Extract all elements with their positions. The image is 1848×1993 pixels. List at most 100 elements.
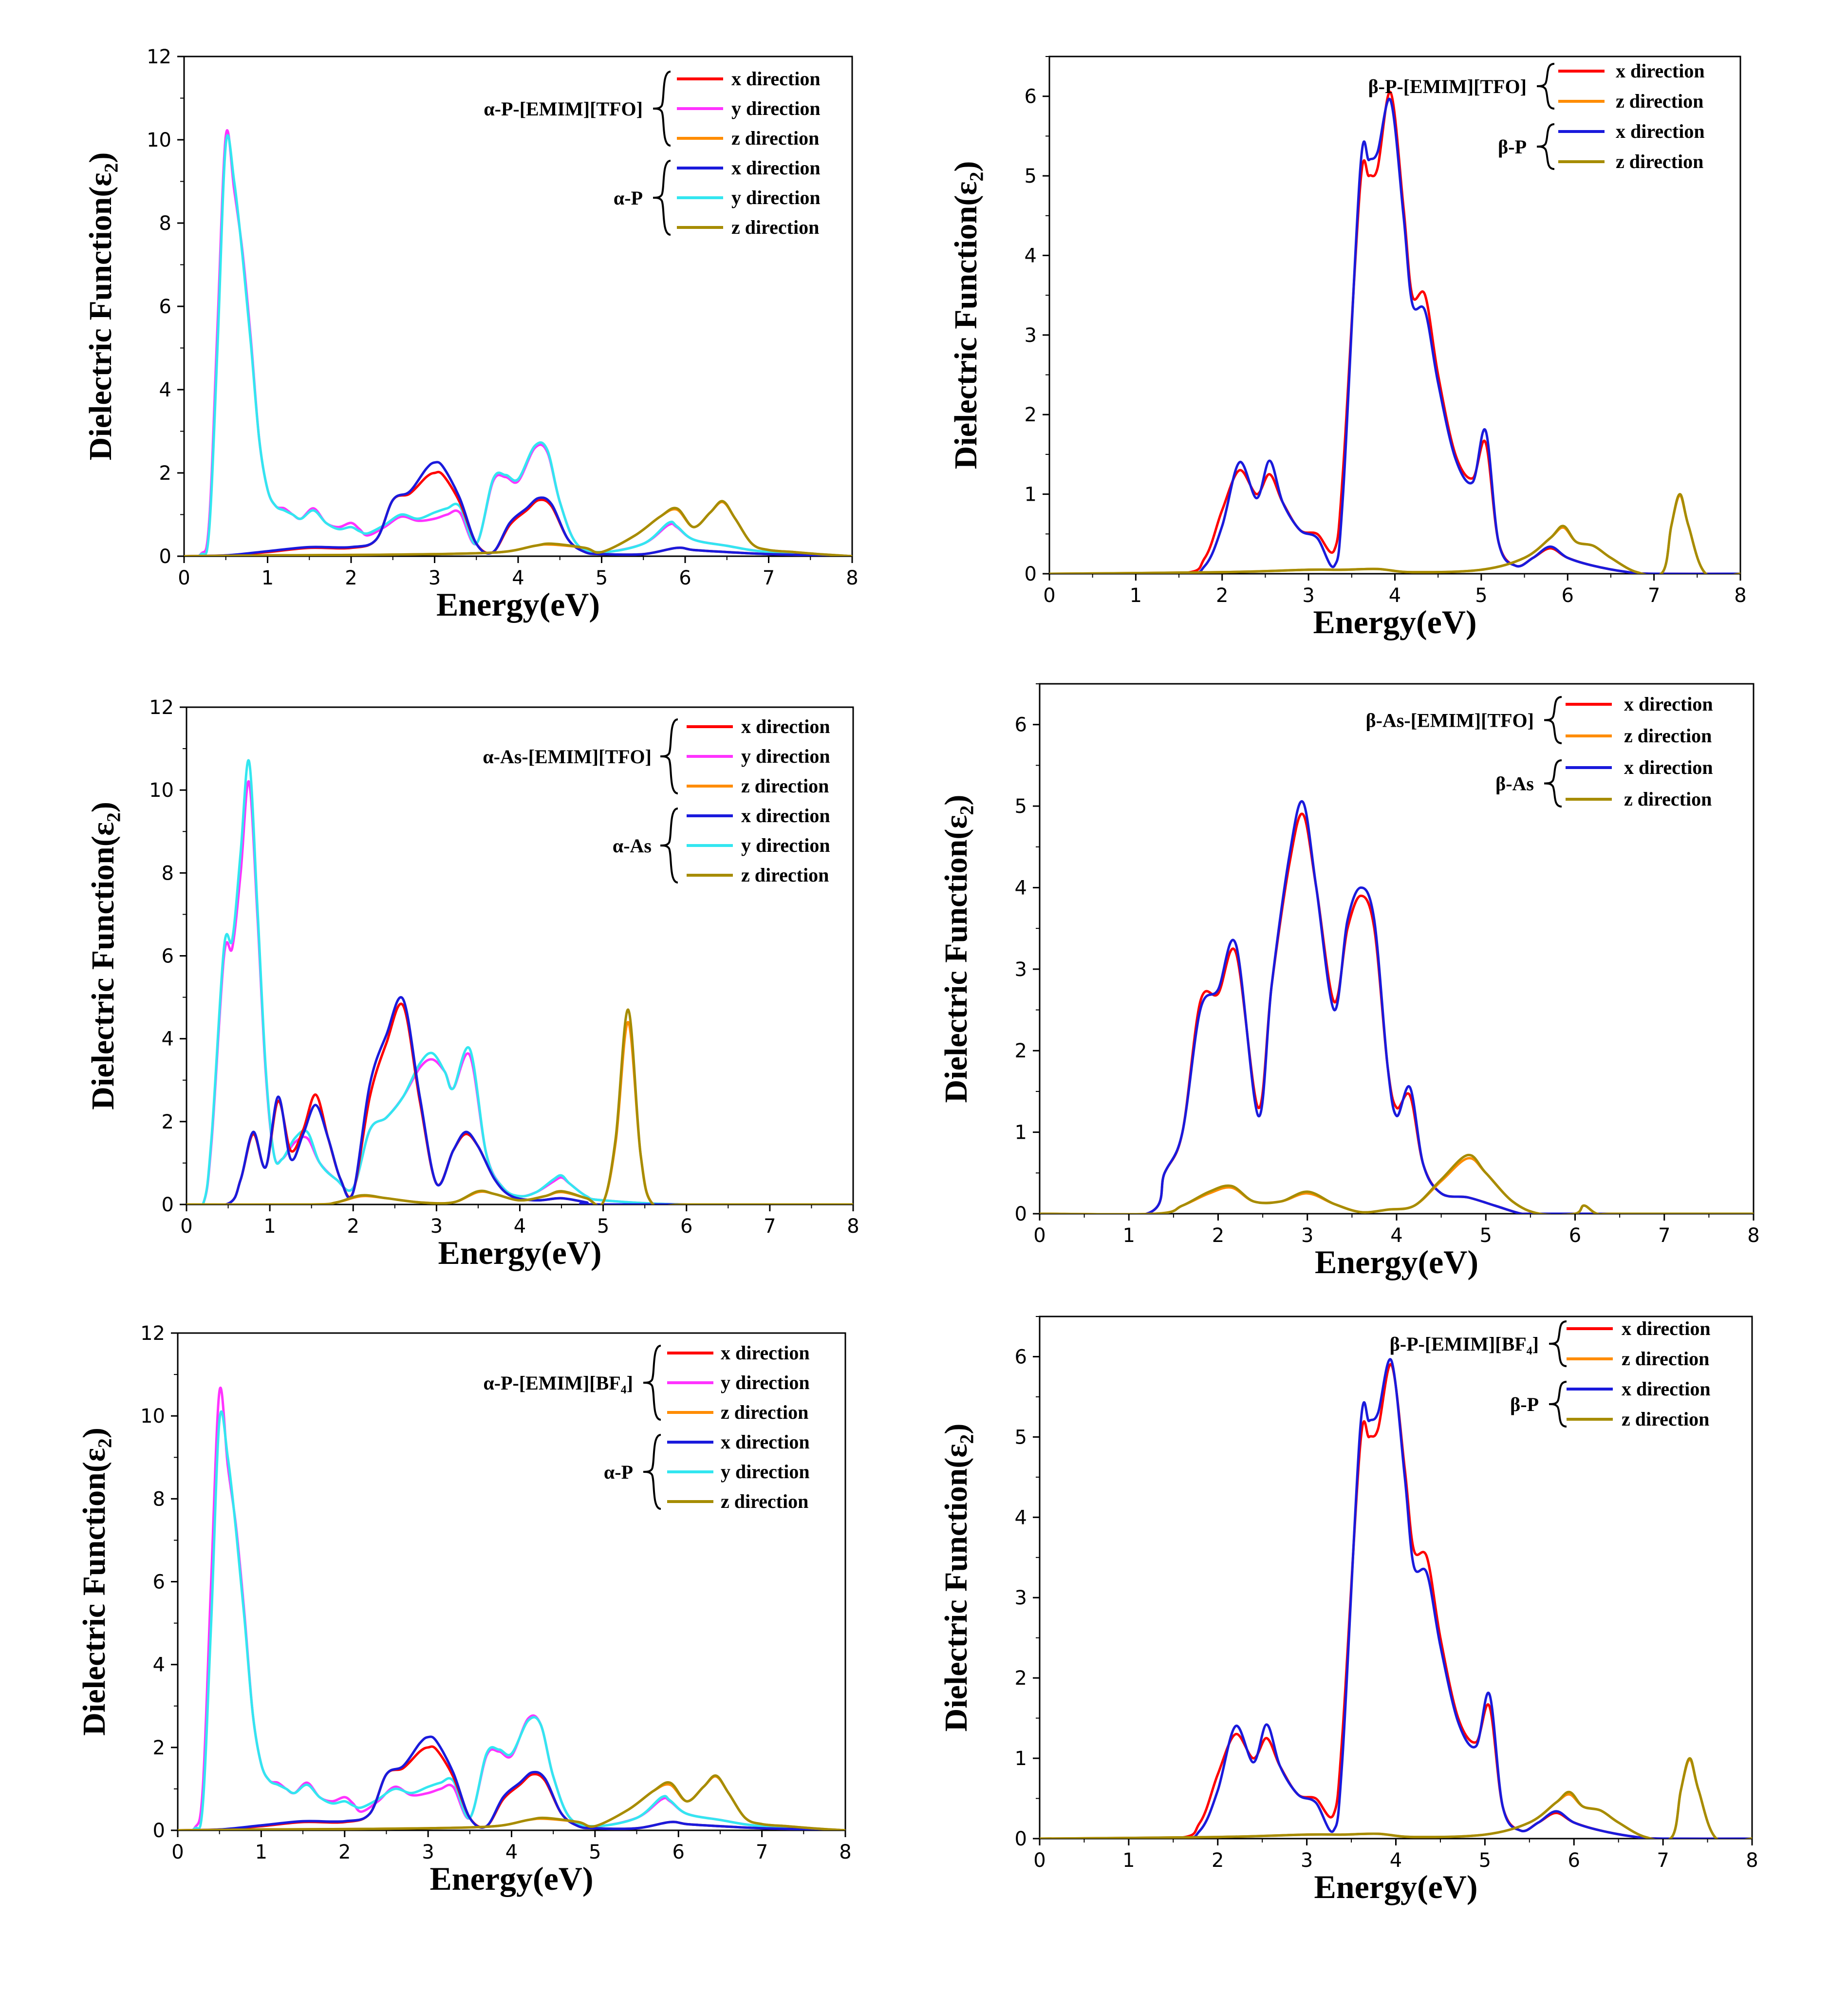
y-tick-label: 2 [159, 462, 171, 485]
chart-panel-beta-As-TFO: 0 1 2 3 4 5 6 7 8 0 1 2 3 4 5 6 Energy(eV) Dielectric Fun… [938, 683, 1760, 1280]
x-axis-title: Energy(eV) [429, 1860, 593, 1897]
legend-group-label: α-P [604, 1461, 633, 1483]
legend: α-P-[EMIM][TFO] x direction y direction z d… [484, 68, 820, 238]
legend-entry-label: x direction [721, 1431, 810, 1453]
x-tick-label: 3 [429, 567, 441, 589]
x-tick-label: 1 [255, 1841, 267, 1863]
x-tick-label: 2 [1212, 1849, 1224, 1872]
y-tick-label: 5 [1015, 1426, 1027, 1448]
legend-entry-label: x direction [731, 157, 821, 179]
y-tick-label: 3 [1015, 1587, 1027, 1609]
series-line [187, 759, 853, 1204]
series-layer [1040, 1358, 1752, 1839]
y-tick-label: 12 [140, 1322, 165, 1345]
x-tick-label: 0 [171, 1841, 184, 1863]
legend-group-label: α-As [613, 835, 652, 857]
x-tick-label: 8 [1746, 1849, 1758, 1872]
legend-entry-label: x direction [1622, 1378, 1711, 1400]
legend-entry-label: x direction [731, 68, 821, 90]
legend-entry-label: z direction [1624, 725, 1712, 747]
legend-group-label: β-As-[EMIM][TFO] [1366, 710, 1534, 732]
x-axis-title: Energy(eV) [1313, 603, 1476, 640]
y-tick-label: 2 [1025, 404, 1037, 426]
x-tick-label: 3 [1301, 1849, 1313, 1872]
series-layer [1049, 91, 1740, 574]
y-tick-label: 6 [153, 1571, 165, 1594]
y-tick-label: 0 [1015, 1828, 1027, 1850]
y-tick-label: 0 [1015, 1203, 1027, 1225]
legend-group-label: β-P-[EMIM][BF₄] [1390, 1333, 1539, 1355]
x-tick-label: 6 [1562, 584, 1574, 607]
legend-brace [1549, 1381, 1567, 1428]
y-tick-label: 1 [1025, 484, 1037, 506]
legend-brace [660, 808, 678, 884]
legend-entry-label: y direction [741, 834, 830, 856]
legend-entry-label: x direction [1624, 756, 1713, 778]
x-tick-label: 8 [847, 1215, 859, 1238]
legend-brace [1536, 123, 1555, 170]
series-line [187, 1021, 853, 1204]
x-tick-label: 8 [1734, 584, 1746, 607]
legend-entry-label: z direction [1616, 150, 1703, 172]
legend-entry-label: y direction [731, 97, 821, 119]
x-tick-label: 3 [1302, 584, 1314, 607]
legend-entry-label: y direction [721, 1372, 810, 1393]
y-tick-label: 0 [159, 545, 171, 568]
series-line [1049, 493, 1740, 574]
legend-brace [1549, 1320, 1567, 1367]
legend-brace [1536, 63, 1555, 110]
x-tick-label: 8 [839, 1841, 851, 1863]
x-tick-label: 4 [1389, 584, 1401, 607]
legend: α-P-[EMIM][BF₄] x direction y direction z d… [483, 1342, 809, 1512]
y-tick-label: 12 [147, 46, 171, 68]
x-tick-label: 3 [1301, 1224, 1313, 1247]
y-tick-label: 4 [1015, 1506, 1027, 1529]
x-tick-label: 1 [1122, 1849, 1135, 1872]
y-tick-label: 0 [162, 1194, 174, 1216]
y-tick-label: 3 [1025, 324, 1037, 347]
series-line [1040, 1758, 1752, 1839]
x-axis-title: Energy(eV) [1314, 1868, 1477, 1905]
series-line [187, 1008, 853, 1204]
y-tick-label: 0 [153, 1820, 165, 1842]
y-tick-label: 4 [153, 1654, 165, 1676]
series-line [187, 1002, 853, 1204]
x-tick-label: 3 [422, 1841, 434, 1863]
x-tick-label: 3 [430, 1215, 443, 1238]
x-axis-title: Energy(eV) [438, 1234, 601, 1271]
y-tick-label: 2 [162, 1111, 174, 1133]
x-tick-label: 7 [1648, 584, 1660, 607]
x-tick-label: 6 [680, 1215, 692, 1238]
legend-entry-label: z direction [731, 127, 819, 149]
y-tick-label: 6 [1015, 1346, 1027, 1368]
legend-entry-label: z direction [1624, 788, 1712, 810]
y-axis-title: Dielectric Function(ε₂) [948, 161, 984, 470]
y-tick-label: 4 [159, 379, 171, 401]
y-tick-label: 10 [140, 1405, 165, 1428]
x-tick-label: 8 [1747, 1224, 1759, 1247]
chart-panel-beta-P-TFO: 0 1 2 3 4 5 6 7 8 0 1 2 3 4 5 6 Energy(eV) Dielectric Fun… [948, 56, 1747, 640]
legend-entry-label: y direction [731, 187, 821, 208]
x-tick-label: 7 [756, 1841, 768, 1863]
legend-entry-label: z direction [721, 1490, 808, 1512]
x-tick-label: 4 [1390, 1224, 1402, 1247]
y-tick-label: 2 [153, 1737, 165, 1759]
legend-entry-label: z direction [1622, 1408, 1709, 1430]
legend-group-label: α-P-[EMIM][BF₄] [483, 1372, 633, 1394]
x-tick-label: 4 [514, 1215, 526, 1238]
series-line [1040, 1153, 1754, 1214]
x-tick-label: 4 [1390, 1849, 1402, 1872]
legend-entry-label: z direction [731, 216, 819, 238]
y-axis-title: Dielectric Function(ε₂) [83, 152, 118, 461]
x-tick-label: 5 [1475, 584, 1487, 607]
x-axis-title: Energy(eV) [1315, 1243, 1478, 1280]
x-tick-label: 0 [1033, 1224, 1045, 1247]
y-tick-label: 2 [1015, 1667, 1027, 1690]
x-tick-label: 7 [1658, 1224, 1670, 1247]
x-tick-label: 5 [589, 1841, 601, 1863]
x-tick-label: 0 [1033, 1849, 1045, 1872]
x-tick-label: 0 [1043, 584, 1055, 607]
x-tick-label: 4 [512, 567, 524, 589]
